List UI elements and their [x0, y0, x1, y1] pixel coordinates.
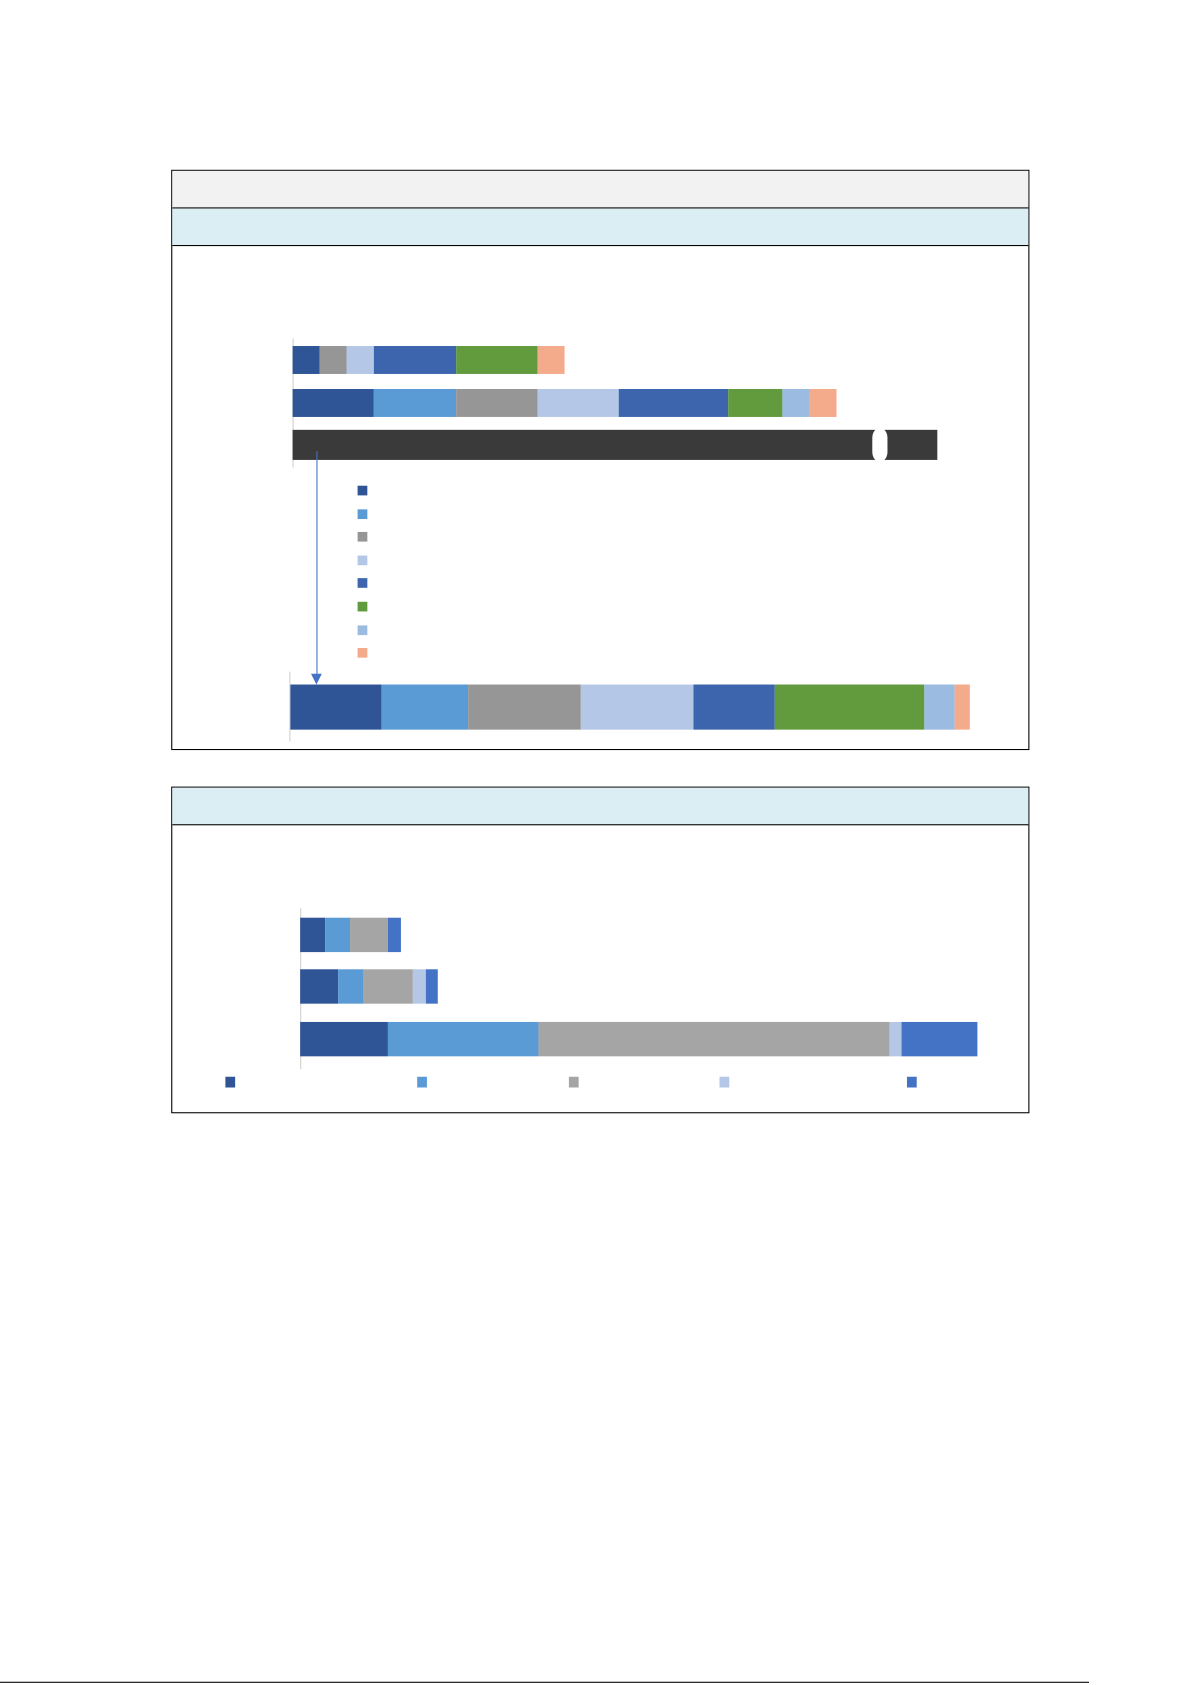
chart-1-bar-1-segment-4	[346, 346, 375, 374]
chart-1-bar-2-segment-4	[537, 389, 619, 417]
chart-1-breakdown-segment-4	[580, 684, 694, 730]
panel-2	[171, 786, 1030, 1114]
chart-1-bar-2-segment-3	[455, 389, 538, 417]
chart-1-breakdown-segment-8	[954, 684, 970, 730]
chart-2-bar-3-segment-3	[538, 1021, 890, 1057]
chart-2-bar-2-segment-5	[425, 969, 439, 1004]
chart-1-breakdown-axis	[289, 671, 291, 742]
chart-1-bar-2-segment-1	[292, 389, 375, 417]
chart-1-legend-swatch-6	[357, 601, 368, 612]
page-footer-rule	[0, 1681, 1090, 1683]
chart-1-bar-2-segment-7	[782, 389, 810, 417]
chart-2-bar-2-segment-2	[337, 969, 363, 1004]
chart-1-bar-1-segment-8	[537, 346, 565, 374]
chart-1-total-bar	[292, 429, 938, 460]
chart-1-bar-1-segment-3	[319, 346, 347, 374]
chart-2-bar-3-segment-5	[901, 1021, 978, 1057]
chart-1-legend-swatch-7	[357, 624, 368, 635]
chart-2-bar-1-segment-2	[325, 917, 351, 953]
chart-2-bar-1-segment-1	[300, 917, 326, 953]
chart-1-bar-2-segment-2	[374, 389, 456, 417]
chart-2-legend-swatch-2	[417, 1076, 427, 1088]
chart-1-breakdown-segment-3	[468, 684, 581, 730]
chart-2-bar-3-segment-2	[387, 1021, 539, 1057]
chart-2-bar-2-segment-4	[412, 969, 426, 1004]
chart-2-bar-2-segment-1	[300, 969, 338, 1004]
chart-1-legend-swatch-5	[357, 578, 368, 589]
chart-1-breakdown-segment-6	[774, 684, 925, 730]
chart-2-bar-1-segment-5	[387, 917, 401, 953]
chart-2-legend-swatch-4	[719, 1076, 730, 1088]
chart-1-axis-break	[872, 427, 888, 463]
chart-1-breakdown-segment-5	[693, 684, 775, 730]
chart-1-breakdown-segment-1	[290, 684, 382, 730]
chart-1-arrow-head	[310, 673, 322, 685]
chart-2-bar-2-segment-3	[362, 969, 413, 1004]
chart-1-breakdown-segment-2	[381, 684, 469, 730]
chart-1-legend-swatch-1	[357, 485, 368, 496]
panel-2-header	[172, 787, 1029, 826]
chart-2-bar-1-segment-3	[350, 917, 388, 953]
chart-2-legend-swatch-1	[225, 1076, 236, 1088]
chart-2-legend-swatch-5	[906, 1076, 917, 1088]
chart-2-bar-3-segment-4	[889, 1021, 902, 1057]
chart-1-legend-swatch-2	[357, 508, 368, 519]
chart-1-bar-1-segment-6	[455, 346, 538, 374]
chart-1-breakdown-segment-7	[924, 684, 955, 730]
chart-2-legend-swatch-3	[568, 1076, 579, 1088]
chart-1-bar-1-segment-1	[292, 346, 320, 374]
chart-1-legend-swatch-3	[357, 532, 368, 542]
panel-1	[171, 169, 1030, 751]
chart-1-bar-2-segment-5	[618, 389, 728, 417]
panel-1-subheader	[172, 208, 1029, 247]
chart-1-bar-2-segment-6	[727, 389, 783, 417]
chart-1-arrow-line	[316, 451, 318, 675]
chart-1-bar-2-segment-8	[809, 389, 837, 417]
chart-1-legend-swatch-4	[357, 555, 368, 566]
panel-1-header	[172, 170, 1029, 209]
chart-2-bar-3-segment-1	[300, 1021, 388, 1057]
chart-1-legend-swatch-8	[357, 648, 368, 658]
chart-1-bar-1-segment-5	[374, 346, 456, 374]
